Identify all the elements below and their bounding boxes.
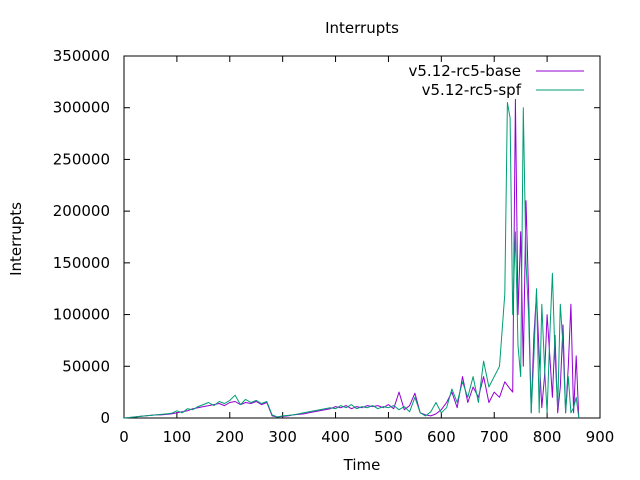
y-tick-label: 200000 (53, 202, 110, 220)
y-tick-label: 250000 (53, 150, 110, 168)
ticks-layer: 0 50000 100000 150000 200000 250000 300000 3500… (53, 47, 615, 446)
x-tick-label: 300 (268, 428, 297, 446)
series-line-1 (123, 102, 580, 419)
x-tick-label: 900 (586, 428, 615, 446)
chart-title: Interrupts (325, 19, 399, 37)
x-tick-label: 500 (374, 428, 403, 446)
x-tick-label: 600 (427, 428, 456, 446)
y-tick-label: 150000 (53, 254, 110, 272)
x-tick-label: 0 (119, 428, 129, 446)
x-axis-label: Time (343, 456, 381, 474)
x-tick-label: 800 (533, 428, 562, 446)
y-tick-label: 0 (100, 409, 110, 427)
x-tick-label: 100 (163, 428, 192, 446)
legend-label: v5.12-rc5-base (409, 62, 522, 80)
legend-label: v5.12-rc5-spf (422, 81, 522, 99)
y-tick-label: 300000 (53, 99, 110, 117)
y-tick-label: 50000 (62, 357, 110, 375)
x-tick-label: 400 (321, 428, 350, 446)
plot-frame (123, 55, 601, 419)
x-tick-label: 200 (215, 428, 244, 446)
y-axis-label: Interrupts (7, 202, 25, 276)
series-layer (123, 98, 580, 419)
y-tick-label: 350000 (53, 47, 110, 65)
y-tick-label: 100000 (53, 306, 110, 324)
x-tick-label: 700 (480, 428, 509, 446)
